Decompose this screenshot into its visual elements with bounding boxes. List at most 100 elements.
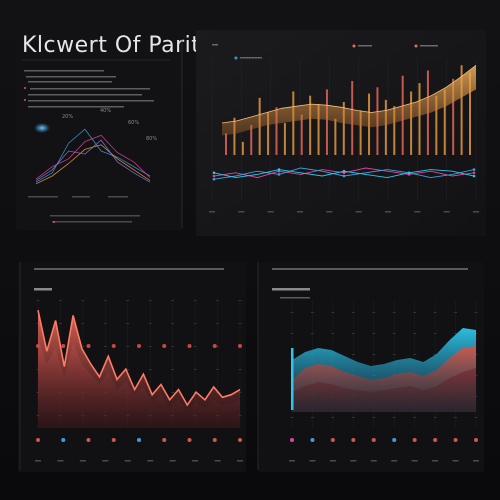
x-tick-label: [214, 460, 221, 462]
legend-line: [212, 44, 218, 46]
x-tick-label: [35, 460, 41, 462]
bar: [334, 118, 337, 155]
grid-mark: [433, 333, 437, 334]
axis-dot: [351, 438, 356, 442]
x-tick-label: [57, 460, 64, 462]
grid-mark: [413, 333, 417, 334]
axis-dot: [310, 438, 315, 442]
x-tick-label: [238, 211, 245, 213]
series-point: [342, 169, 346, 173]
panel-top-right-bg: [196, 30, 486, 236]
bar: [233, 117, 236, 155]
x-tick-label: [411, 460, 418, 462]
grid-mark: [216, 369, 220, 370]
axis-dot: [111, 438, 116, 442]
grid-mark: [413, 354, 417, 355]
footer-tick: [108, 196, 128, 198]
axis-dot: [330, 438, 335, 442]
bottom-left-dots: [36, 344, 242, 442]
marker-dot: [187, 344, 192, 348]
grid-mark: [290, 417, 294, 418]
grid-mark: [171, 392, 175, 393]
radial-series-line: [35, 139, 151, 183]
grid-mark: [193, 323, 197, 324]
area-series: [292, 368, 476, 412]
bar: [435, 95, 438, 155]
bar: [469, 72, 471, 155]
grid-mark: [433, 354, 437, 355]
bottom-right-area: [291, 328, 476, 412]
series-point: [472, 171, 476, 175]
axis-dot: [290, 438, 294, 442]
axis-dot: [162, 438, 167, 442]
grid-mark: [81, 346, 85, 347]
x-tick-label: [169, 460, 176, 462]
grid-mark: [433, 417, 437, 418]
grid-mark: [351, 333, 355, 334]
marker-dot: [238, 344, 242, 348]
grid-mark: [331, 312, 335, 313]
grid-mark: [126, 300, 130, 301]
grid-mark: [433, 312, 437, 313]
legend-swatch: [24, 99, 26, 101]
radial-series-line: [35, 134, 151, 180]
x-tick-label: [79, 460, 86, 462]
grid-mark: [310, 417, 314, 418]
area-band-edge: [221, 64, 477, 124]
grid-mark: [238, 323, 242, 324]
panel-header-line: [272, 268, 468, 270]
panel-subtitle-line: [272, 288, 310, 291]
grid-mark: [81, 323, 85, 324]
panel-header-line: [34, 268, 224, 270]
marker-dot: [162, 344, 167, 348]
legend-block: [24, 70, 154, 108]
axis-dot: [412, 438, 417, 442]
grid-mark: [238, 369, 242, 370]
grid-mark: [351, 312, 355, 313]
x-tick-label: [192, 460, 199, 462]
x-tick-label: [289, 460, 295, 462]
grid-mark: [148, 369, 152, 370]
bar: [225, 133, 227, 155]
bar: [410, 91, 413, 155]
axis-dot: [137, 438, 141, 442]
axis-dot: [474, 438, 478, 442]
x-tick-label: [385, 211, 391, 213]
grid-mark: [454, 417, 458, 418]
axis-dot: [392, 438, 397, 442]
top-right-area: [221, 64, 477, 136]
radial-annotation: 20%: [62, 114, 73, 120]
grid-mark: [216, 300, 220, 301]
axis-dot: [371, 438, 376, 442]
axis-dot: [453, 438, 458, 442]
grid-mark: [474, 417, 478, 418]
marker-dot: [36, 344, 40, 348]
panel-bottom-right: [257, 262, 484, 472]
axis-dot: [187, 438, 192, 442]
x-tick-label: [309, 460, 316, 462]
footer-tick: [50, 215, 140, 217]
grid-mark: [216, 323, 220, 324]
x-tick-label: [147, 460, 154, 462]
bar: [359, 110, 362, 155]
grid-mark: [36, 300, 40, 301]
grid-mark: [372, 354, 376, 355]
series-point: [342, 174, 346, 178]
grid-mark: [148, 300, 152, 301]
grid-mark: [58, 300, 62, 301]
grid-mark: [193, 346, 197, 347]
x-tick-label: [473, 211, 479, 213]
grid-mark: [372, 417, 376, 418]
radial-annotation: 40%: [100, 108, 111, 114]
radial-series-line: [35, 128, 151, 183]
bar: [384, 99, 387, 155]
marker-dot: [212, 344, 217, 348]
series-point: [212, 171, 216, 175]
grid-mark: [126, 323, 130, 324]
grid-mark: [372, 312, 376, 313]
area-series-edge: [37, 310, 241, 407]
x-tick-label: [443, 211, 450, 213]
radial-annotations: 20% 40% 60% 80%: [62, 108, 157, 142]
grid-mark: [171, 369, 175, 370]
bar: [393, 106, 396, 155]
